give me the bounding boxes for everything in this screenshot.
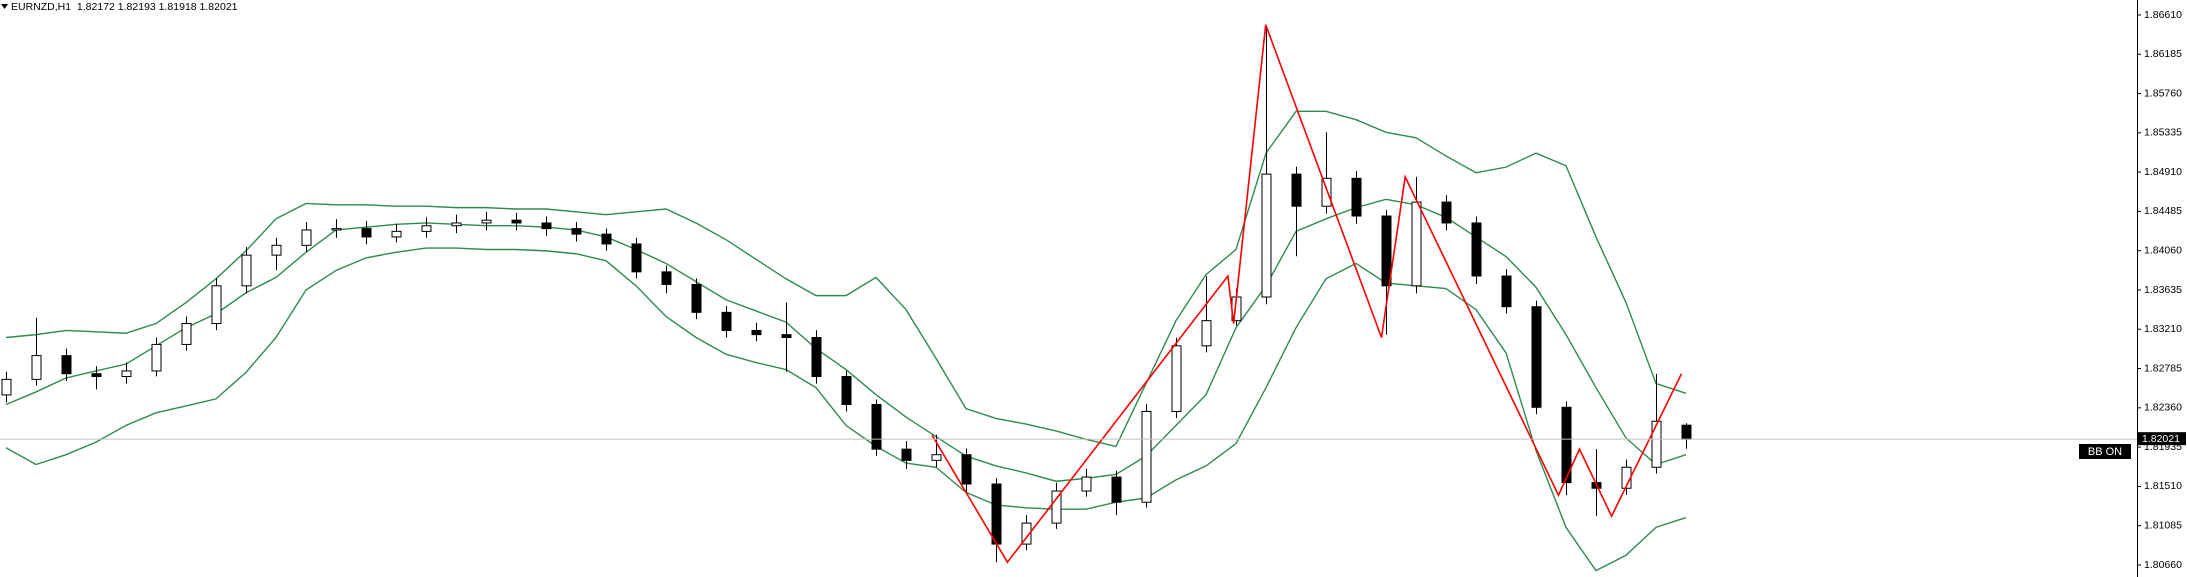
candle-body: [841, 376, 852, 406]
candle-body: [481, 219, 492, 224]
candle-body: [91, 373, 102, 378]
candle-body: [1651, 420, 1662, 468]
candle-body: [361, 228, 372, 238]
candle-body: [871, 404, 882, 450]
candle-body: [931, 454, 942, 461]
candle-body: [451, 222, 462, 227]
y-tick-label: 1.84060: [2144, 244, 2182, 256]
candle-body: [1381, 215, 1392, 287]
current-price-box: [2138, 432, 2186, 446]
candle-body: [121, 370, 132, 378]
candle-body: [1051, 490, 1062, 524]
candle-body: [601, 233, 612, 245]
bollinger-band: [5, 110, 1687, 448]
y-tick-label: 1.85335: [2144, 127, 2182, 139]
y-tick-label: 1.82360: [2144, 402, 2182, 414]
current-price-label: 1.82021: [2142, 433, 2180, 445]
candle-body: [301, 229, 312, 246]
candle-body: [391, 230, 402, 238]
y-tick-label: 1.82785: [2144, 362, 2182, 374]
candle-body: [1141, 410, 1152, 503]
indicator-box: [2079, 444, 2131, 459]
candle-body: [781, 334, 792, 338]
candle-body: [991, 483, 1002, 545]
candle-body: [1201, 320, 1212, 347]
y-tick-label: 1.84910: [2144, 166, 2182, 178]
candle-body: [571, 228, 582, 235]
candle-body: [1111, 476, 1122, 503]
candle-body: [1171, 345, 1182, 412]
candle-body: [691, 283, 702, 313]
candle-body: [1261, 173, 1272, 298]
y-tick-label: 1.81085: [2144, 519, 2182, 531]
candle-body: [1531, 306, 1542, 408]
candle-body: [421, 225, 432, 232]
chart-title: EURNZD,H1 1.82172 1.82193 1.81918 1.8202…: [11, 1, 238, 13]
candle-body: [961, 454, 972, 485]
y-tick-label: 1.81510: [2144, 480, 2182, 492]
zigzag-line: [931, 24, 1683, 564]
candle-body: [511, 219, 522, 224]
candle-body: [181, 323, 192, 345]
candle-body: [1081, 476, 1092, 492]
candle-body: [211, 285, 222, 325]
candle-body: [1471, 222, 1482, 277]
candle-body: [61, 355, 72, 375]
candle-body: [1021, 522, 1032, 545]
candle-body: [1321, 177, 1332, 207]
candle-body: [241, 254, 252, 287]
candle-body: [1501, 275, 1512, 308]
bollinger-band: [5, 247, 1687, 572]
y-tick-label: 1.83210: [2144, 323, 2182, 335]
y-tick-label: 1.85760: [2144, 87, 2182, 99]
candle-body: [271, 244, 282, 256]
candle-body: [541, 222, 552, 230]
candle-body: [1561, 406, 1572, 484]
candle-body: [331, 228, 342, 231]
candle-body: [1411, 201, 1422, 287]
y-tick-label: 1.86185: [2144, 48, 2182, 60]
candle-body: [151, 343, 162, 372]
candle-body: [1681, 424, 1692, 440]
y-tick-label: 1.84485: [2144, 205, 2182, 217]
bollinger-band: [5, 198, 1687, 482]
y-tick-label: 1.83635: [2144, 284, 2182, 296]
candle-body: [31, 355, 42, 380]
indicator-label: BB ON: [2088, 446, 2122, 458]
candle-body: [1351, 177, 1362, 217]
candle-body: [721, 311, 732, 331]
candle-body: [661, 271, 672, 285]
candle-body: [751, 329, 762, 336]
candle-body: [1441, 201, 1452, 224]
y-tick-label: 1.80660: [2144, 559, 2182, 571]
candle-body: [1, 378, 12, 396]
collapse-icon[interactable]: [1, 4, 8, 9]
plot-area: [0, 24, 2137, 572]
candle-body: [811, 336, 822, 378]
candle-body: [631, 243, 642, 273]
candle-body: [901, 448, 912, 461]
y-tick-label: 1.86610: [2144, 9, 2182, 21]
candle-body: [1291, 173, 1302, 207]
